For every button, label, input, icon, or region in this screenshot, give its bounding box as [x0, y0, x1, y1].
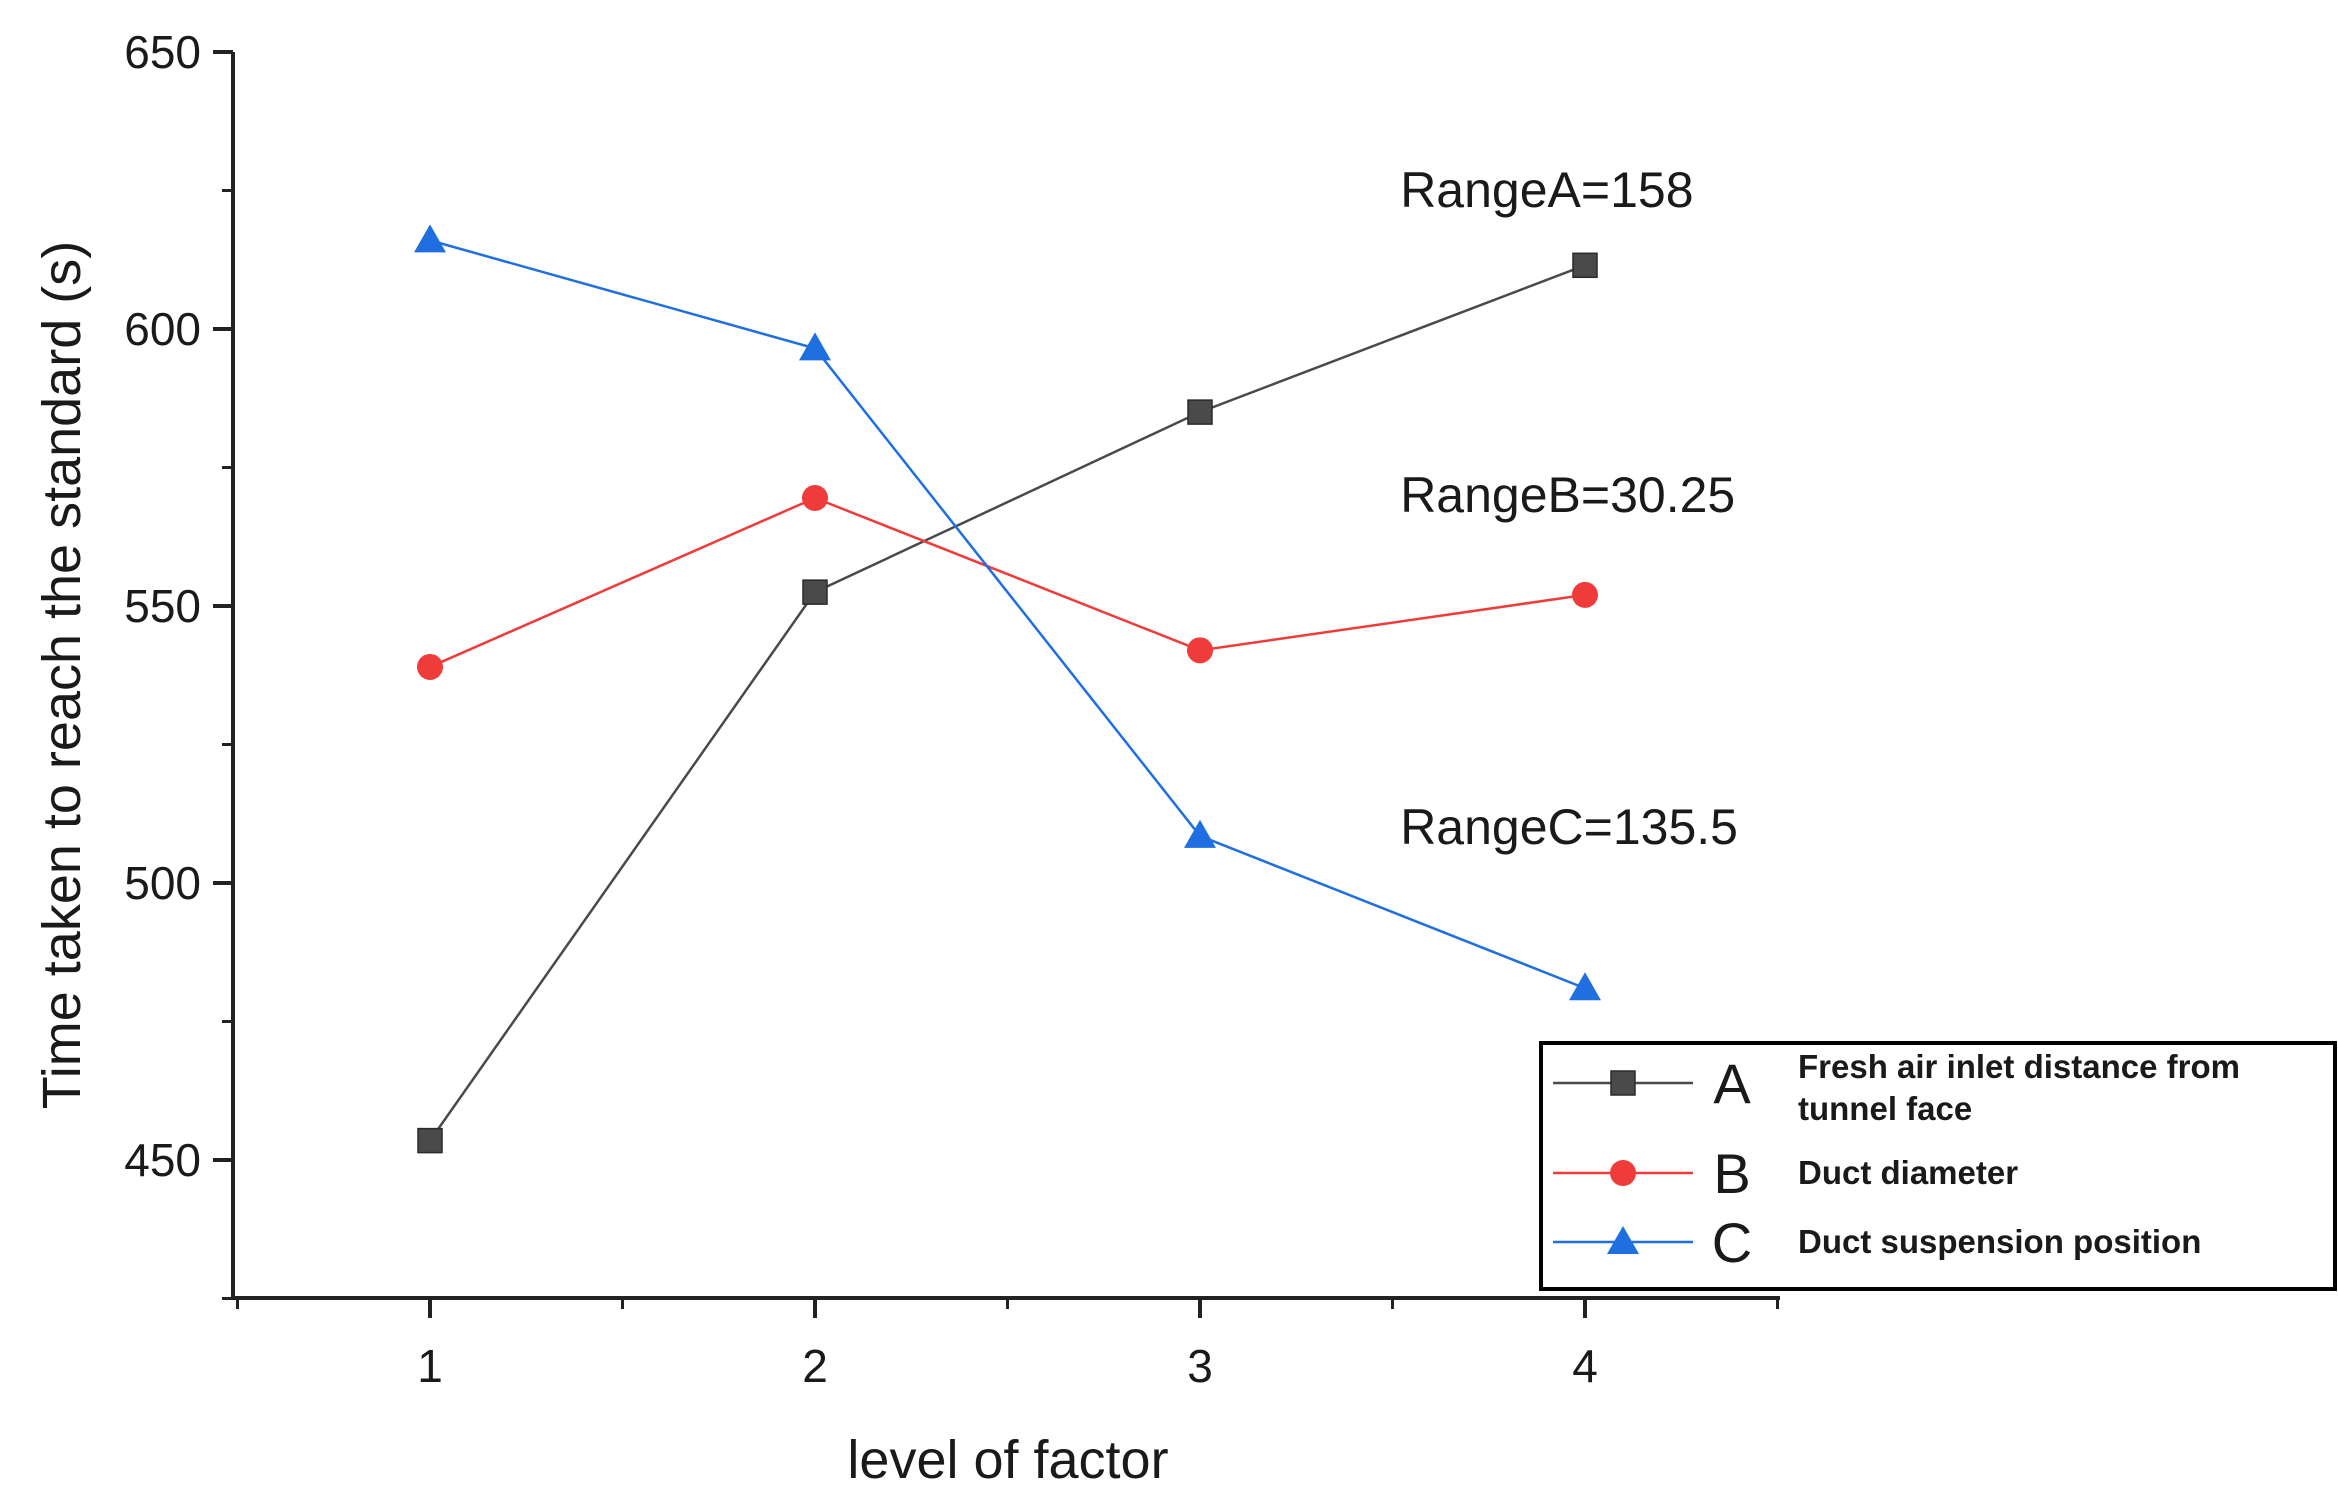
- legend-key: C: [1712, 1211, 1752, 1274]
- data-point-C: [414, 224, 446, 253]
- series-A: [417, 252, 1598, 1154]
- data-point-A: [1187, 399, 1213, 425]
- y-axis-title: Time taken to reach the standard (s): [32, 241, 92, 1109]
- legend-item-B: B Duct diameter: [1553, 1142, 2018, 1205]
- legend-item-C: C Duct suspension position: [1553, 1211, 2201, 1274]
- x-axis-title: level of factor: [847, 1430, 1168, 1490]
- y-ticks: 450 500 550 600 650: [124, 26, 233, 1300]
- range-annotation: RangeC=135.5: [1400, 799, 1738, 855]
- data-point-A: [1572, 252, 1598, 279]
- data-point-C: [1569, 972, 1601, 1001]
- x-ticks: 1 2 3 4: [236, 1298, 1779, 1392]
- legend-marker: [1607, 1226, 1639, 1254]
- series-line-B: [429, 496, 1586, 669]
- axes: 450 500 550 600 650 1 2 3 4: [124, 26, 1780, 1392]
- legend-label: Duct diameter: [1798, 1154, 2018, 1191]
- range-annotation: RangeB=30.25: [1400, 467, 1735, 523]
- legend-label: Duct suspension position: [1798, 1223, 2201, 1260]
- x-tick-label: 2: [802, 1340, 828, 1392]
- x-tick-label: 3: [1187, 1340, 1213, 1392]
- x-tick-label: 4: [1572, 1340, 1598, 1392]
- legend-label: Fresh air inlet distance from tunnel face: [1798, 1048, 2240, 1127]
- series-line-C: [429, 239, 1586, 990]
- legend-items: A Fresh air inlet distance from tunnel fac…: [1553, 1048, 2240, 1274]
- y-tick-label: 600: [124, 303, 201, 355]
- data-point-A: [802, 579, 828, 605]
- legend-marker: [1610, 1160, 1636, 1186]
- series-layer: [414, 224, 1601, 1154]
- range-annotation: RangeA=158: [1400, 162, 1693, 218]
- data-point-C: [1184, 819, 1216, 848]
- y-tick-label: 450: [124, 1134, 201, 1186]
- annotation-layer: RangeA=158 RangeB=30.25 RangeC=135.5: [1400, 162, 1738, 855]
- data-point-B: [802, 484, 828, 511]
- y-tick-label: 500: [124, 857, 201, 909]
- legend-key: A: [1713, 1052, 1751, 1115]
- data-point-C: [799, 332, 831, 361]
- y-tick-label: 550: [124, 580, 201, 632]
- data-point-A: [417, 1127, 443, 1154]
- y-tick-label: 650: [124, 26, 201, 78]
- data-point-B: [1187, 637, 1213, 664]
- data-point-B: [1572, 581, 1598, 608]
- legend-marker: [1610, 1070, 1636, 1096]
- data-point-B: [417, 653, 443, 680]
- legend-key: B: [1713, 1142, 1750, 1205]
- x-tick-label: 1: [417, 1340, 443, 1392]
- series-line-A: [428, 264, 1586, 1142]
- series-B: [417, 484, 1598, 680]
- legend: A Fresh air inlet distance from tunnel fac…: [1539, 1041, 2337, 1291]
- series-C: [414, 224, 1601, 1001]
- legend-item-A: A Fresh air inlet distance from tunnel fac…: [1553, 1048, 2240, 1127]
